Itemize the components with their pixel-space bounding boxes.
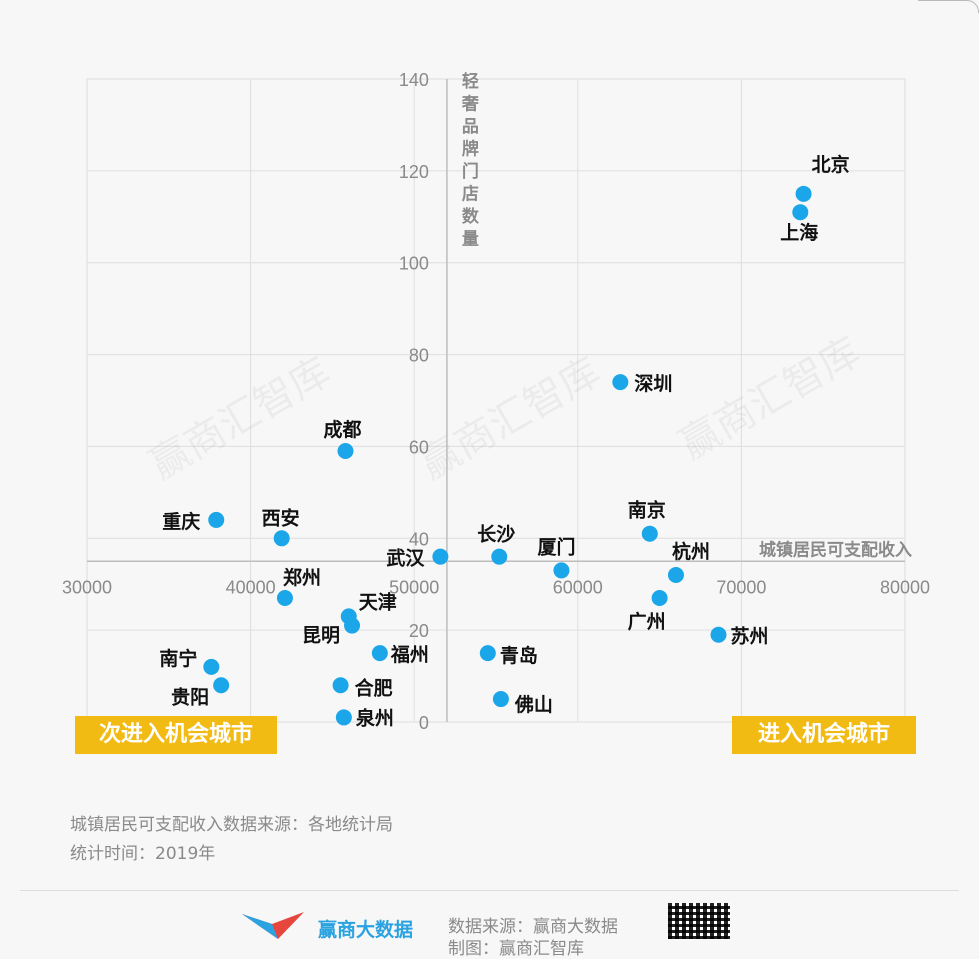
data-point-厦门 (553, 562, 570, 579)
data-point-长沙 (491, 548, 508, 565)
point-label-昆明: 昆明 (302, 625, 340, 647)
data-point-合肥 (332, 677, 349, 694)
data-point-西安 (273, 530, 290, 547)
source-note: 城镇居民可支配收入数据来源：各地统计局 (70, 815, 393, 835)
point-label-深圳: 深圳 (634, 372, 672, 395)
data-points (203, 185, 812, 726)
left-quadrant-badge: 次进入机会城市 (75, 716, 277, 754)
data-point-南宁 (203, 658, 220, 675)
brand-name: 赢商大数据 (318, 919, 414, 941)
point-label-上海: 上海 (780, 221, 818, 244)
y-tick-label: 120 (399, 162, 429, 182)
x-axis-title: 城镇居民可支配收入 (759, 539, 912, 560)
data-point-郑州 (276, 589, 293, 606)
point-label-苏州: 苏州 (730, 625, 768, 648)
y-tick-label: 40 (409, 529, 429, 549)
watermark-text: 赢商汇智库 (412, 349, 608, 489)
data-point-昆明 (344, 617, 361, 634)
point-label-贵阳: 贵阳 (171, 686, 209, 708)
footer-source-2: 制图：赢商汇智库 (448, 939, 584, 959)
data-point-北京 (795, 185, 812, 202)
time-note: 统计时间：2019年 (70, 844, 216, 864)
data-point-杭州 (667, 567, 684, 584)
data-point-佛山 (492, 691, 509, 708)
watermark-text: 赢商汇智库 (672, 329, 868, 469)
point-label-郑州: 郑州 (283, 567, 321, 589)
data-point-上海 (792, 204, 809, 221)
data-point-南京 (641, 525, 658, 542)
point-label-合肥: 合肥 (355, 676, 393, 699)
data-point-泉州 (335, 709, 352, 726)
data-point-福州 (371, 645, 388, 662)
point-label-广州: 广州 (628, 610, 666, 633)
y-axis-title: 轻奢品牌门店数量 (461, 71, 480, 250)
point-label-重庆: 重庆 (162, 510, 200, 533)
x-tick-label: 50000 (389, 577, 439, 597)
point-label-杭州: 杭州 (672, 540, 710, 563)
data-point-广州 (651, 589, 668, 606)
point-label-长沙: 长沙 (477, 524, 515, 546)
point-label-泉州: 泉州 (355, 706, 394, 729)
y-tick-label: 0 (419, 713, 429, 733)
point-label-天津: 天津 (359, 590, 397, 613)
y-tick-label: 140 (399, 70, 429, 90)
point-label-佛山: 佛山 (514, 693, 553, 716)
data-point-重庆 (208, 511, 225, 528)
point-label-南京: 南京 (628, 499, 666, 522)
point-label-福州: 福州 (390, 643, 429, 666)
point-label-成都: 成都 (323, 418, 361, 441)
x-tick-label: 30000 (62, 577, 112, 597)
y-tick-label: 60 (409, 437, 429, 457)
point-label-武汉: 武汉 (386, 548, 425, 570)
data-point-贵阳 (213, 677, 230, 694)
brand-logo-icon (242, 912, 304, 939)
y-tick-label: 80 (409, 346, 429, 366)
y-tick-label: 100 (399, 254, 429, 274)
data-point-青岛 (479, 645, 496, 662)
data-point-深圳 (612, 374, 629, 391)
point-label-厦门: 厦门 (537, 535, 575, 558)
point-label-青岛: 青岛 (500, 644, 538, 667)
right-quadrant-badge: 进入机会城市 (732, 716, 916, 754)
data-point-成都 (337, 443, 354, 460)
x-tick-label: 80000 (880, 577, 930, 597)
point-label-西安: 西安 (262, 506, 300, 529)
point-label-北京: 北京 (812, 153, 850, 176)
data-point-武汉 (432, 548, 449, 565)
x-tick-label: 70000 (716, 577, 766, 597)
qr-code-icon (668, 903, 730, 939)
data-point-苏州 (710, 626, 727, 643)
grid (86, 78, 906, 723)
scatter-chart: 赢商汇智库赢商汇智库赢商汇智库 300004000050000600007000… (62, 70, 930, 733)
point-label-南宁: 南宁 (159, 647, 197, 670)
footer-source: 数据来源：赢商大数据 (448, 917, 618, 937)
watermark-text: 赢商汇智库 (142, 349, 338, 489)
footer-divider (20, 890, 959, 891)
x-tick-label: 60000 (553, 577, 603, 597)
tick-labels: 30000 40000 50000 60000 70000 80000 0 20 40 60 80 1… (62, 70, 930, 733)
x-tick-label: 40000 (226, 577, 276, 597)
y-tick-label: 20 (409, 621, 429, 641)
